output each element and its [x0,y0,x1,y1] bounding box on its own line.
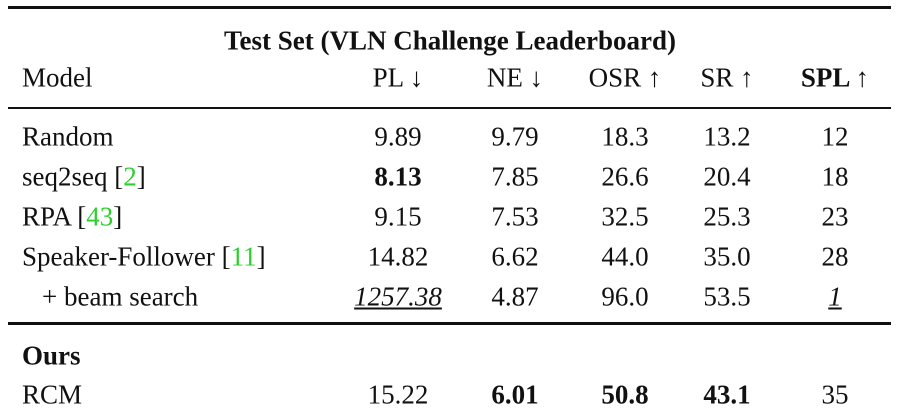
metric-cell: 12 [821,121,849,152]
metric-cell: 32.5 [601,201,649,232]
metric-cell: 15.22 [367,379,429,410]
column-header: SPL ↑ [800,62,870,93]
metric-cell: 8.13 [374,161,422,192]
citation: 2 [123,161,137,192]
metric-cell: 50.8 [601,379,649,410]
metric-cell: 20.4 [703,161,751,192]
metric-cell: 1257.38 [354,281,442,312]
model-text: ] [256,241,266,272]
model-name: Random [22,121,114,152]
metric-cell: 7.53 [491,201,539,232]
model-name: + beam search [42,281,199,312]
metric-cell: 23 [821,201,849,232]
section-rule [8,322,891,325]
metric-cell: 18.3 [601,121,649,152]
metric-cell: 53.5 [703,281,751,312]
header-rule [8,107,891,109]
metric-cell: 9.89 [374,121,422,152]
metric-cell: 6.01 [491,379,539,410]
metric-cell: 25.3 [703,201,751,232]
column-header: PL ↓ [372,62,424,93]
metric-cell: 43.1 [703,379,751,410]
metric-cell: 35 [821,379,849,410]
model-text: + beam search [42,281,199,312]
model-name: seq2seq [2] [22,161,146,192]
model-name: RCM [22,379,83,410]
model-name: Speaker-Follower [11] [22,241,266,272]
model-text: RCM [22,379,83,410]
model-name: RPA [43] [22,201,123,232]
metric-cell: 13.2 [703,121,751,152]
metric-cell: 35.0 [703,241,751,272]
citation: 11 [230,241,257,272]
column-header: OSR ↑ [588,62,662,93]
metric-cell: 28 [821,241,849,272]
metric-cell: 4.87 [491,281,539,312]
metric-cell: 44.0 [601,241,649,272]
model-text: ] [136,161,146,192]
table-title: Test Set (VLN Challenge Leaderboard) [224,25,676,56]
metric-cell: 9.79 [491,121,539,152]
metric-cell: 26.6 [601,161,649,192]
metric-cell: 1 [828,281,842,312]
column-header: SR ↑ [700,62,754,93]
top-rule [8,6,891,9]
column-header: Model [22,62,93,93]
metric-cell: 6.62 [491,241,539,272]
section-label: Ours [22,340,81,371]
metric-cell: 96.0 [601,281,649,312]
model-text: Random [22,121,114,152]
column-header: NE ↓ [486,62,544,93]
metric-cell: 7.85 [491,161,539,192]
model-text: Speaker-Follower [ [22,241,231,272]
model-text: ] [113,201,123,232]
metric-cell: 9.15 [374,201,422,232]
citation: 43 [86,201,114,232]
metric-cell: 14.82 [367,241,429,272]
metric-cell: 18 [821,161,849,192]
model-text: seq2seq [ [22,161,124,192]
model-text: RPA [ [22,201,87,232]
